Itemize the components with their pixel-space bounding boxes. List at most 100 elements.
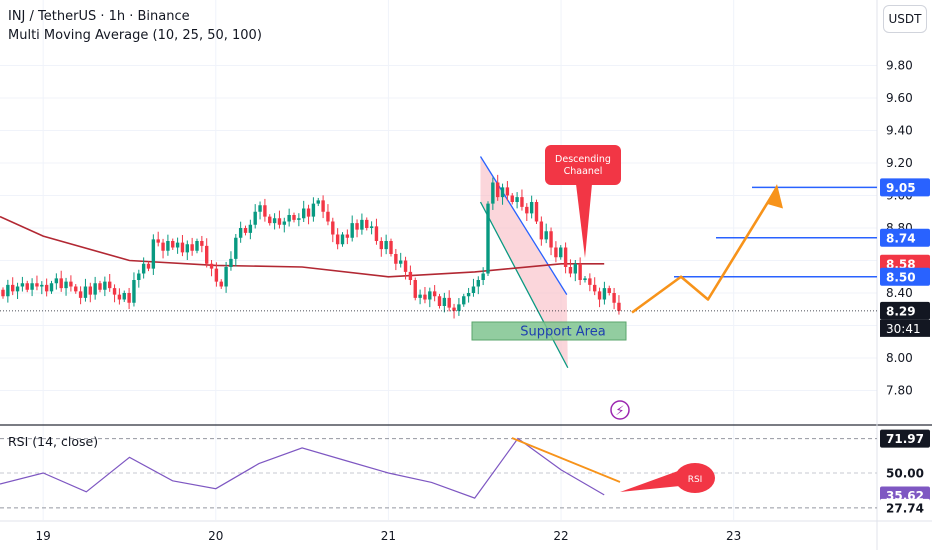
price-tag-bg [880,178,930,197]
candle-body [525,206,529,214]
price-tag-bg [880,267,930,286]
candle-body [234,237,238,259]
callout-box [545,145,621,185]
candle-body [175,242,180,248]
candle-body [593,284,597,292]
time-tick-label: 22 [553,529,568,543]
candle-body [219,281,223,287]
candle-body [44,284,49,292]
candle-body [40,284,44,287]
candle-body [471,286,476,293]
candle-body [93,283,97,295]
rsi-line [0,437,605,499]
rsi-tag: 71.97 [886,432,924,446]
candle-body [229,258,233,267]
candle-body [103,281,107,290]
candle-body [394,254,398,264]
rsi-legend[interactable]: RSI (14, close) [8,434,99,449]
candle-body [185,244,189,253]
candle-body [54,278,59,284]
lightning-icon: ⚡ [615,404,624,419]
candle-body [287,215,291,222]
candle-body [568,267,573,274]
candle-body [122,293,126,300]
ma-line [0,215,605,278]
callout-pointer [576,184,592,258]
candle-body [171,241,175,248]
rsi-callout-pointer [620,471,680,492]
candle-body [83,286,88,298]
moving-average-line [0,215,605,278]
projection-path [631,191,776,314]
candle-body [1,289,5,297]
candle-body [108,281,112,289]
candle-body [578,263,582,280]
candle-body [166,241,170,251]
candle-body [15,286,20,292]
candle-body [554,247,558,258]
price-axis: 7.808.008.408.809.009.209.409.609.80 [886,59,913,398]
candle-body [335,234,340,245]
price-tag: 8.74 [886,231,916,245]
candle-body [442,297,447,306]
candle-body [268,216,272,224]
candle-body [534,202,539,222]
indicator-legend[interactable]: Multi Moving Average (10, 25, 50, 100) [8,28,262,43]
rsi-panel: RSI [0,437,877,509]
candle-body [607,288,611,293]
candle-body [209,263,214,269]
rsi-callout-label: RSI [688,475,703,485]
candle-body [151,239,156,269]
candle-body [11,284,15,292]
candle-body [117,294,122,300]
candle-body [277,218,282,225]
candle-body [141,263,146,274]
rsi-tag-bg [880,498,930,517]
candle-body [156,239,160,243]
candle-body [539,221,544,240]
candle-body [112,288,117,295]
price-tick-label: 9.20 [886,156,913,170]
candle-body [379,241,383,250]
candle-body [263,205,267,217]
candle-body [481,273,485,280]
candle-body [389,241,393,254]
candle-body [98,283,102,290]
projection-arrow [631,184,783,314]
candle-body [612,293,616,303]
candle-body [132,280,136,303]
candle-body [224,267,228,287]
candle-body [549,231,553,248]
candle-body [331,221,335,235]
candle-body [583,278,587,280]
candle-body [418,294,422,298]
candle-body [69,281,73,287]
candle-body [137,273,141,280]
candle-body [205,245,209,264]
price-tags: 9.058.748.588.508.2930:4171.9750.0035.62… [880,178,930,517]
candle-body [559,247,563,258]
candle-body [253,211,257,225]
countdown-label: 30:41 [886,322,921,336]
candle-body [617,302,621,311]
candle-body [597,291,602,300]
alert-marker[interactable]: ⚡ [610,400,630,420]
candle-body [505,187,510,196]
candle-body [573,263,577,274]
candle-body [302,208,306,219]
price-tag: 9.05 [886,181,916,195]
candles [1,174,621,319]
candle-body [423,294,427,300]
candle-body [360,219,364,230]
candle-body [340,234,345,245]
candle-body [190,244,194,251]
time-tick-label: 21 [381,529,396,543]
symbol-legend[interactable]: INJ / TetherUS · 1h · Binance [8,9,190,24]
candle-body [413,280,417,298]
candle-body [195,241,199,251]
currency-button[interactable]: USDT [883,5,927,33]
candle-body [437,296,442,306]
candle-body [500,187,505,198]
candle-body [20,283,25,287]
